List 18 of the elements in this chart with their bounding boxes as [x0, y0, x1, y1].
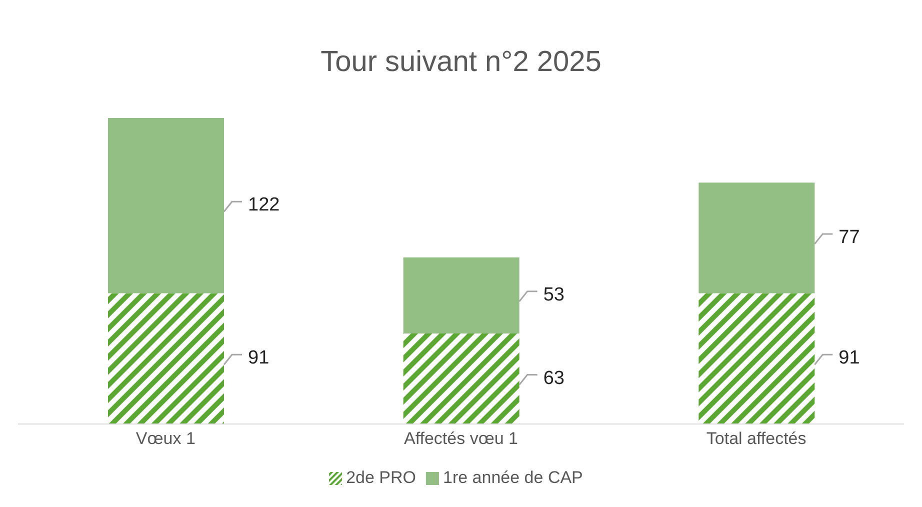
bar [698, 182, 815, 294]
bar [403, 333, 520, 424]
data-label: 91 [248, 348, 270, 369]
bar [698, 293, 815, 424]
legend-label: 2de PRO [346, 468, 416, 487]
bar [403, 257, 520, 334]
data-label: 63 [543, 368, 564, 389]
bar [108, 293, 224, 424]
legend-label: 1re année de CAP [443, 468, 583, 487]
bar [108, 118, 224, 294]
data-label: 91 [838, 348, 860, 369]
data-label: 53 [543, 284, 564, 306]
data-label: 122 [248, 194, 280, 216]
x-tick-label: Vœux 1 [136, 429, 196, 448]
x-tick-label: Total affectés [706, 429, 806, 448]
data-label: 77 [838, 226, 860, 248]
x-tick-label: Affectés vœu 1 [404, 429, 518, 448]
chart-title: Tour suivant n°2 2025 [320, 45, 602, 80]
